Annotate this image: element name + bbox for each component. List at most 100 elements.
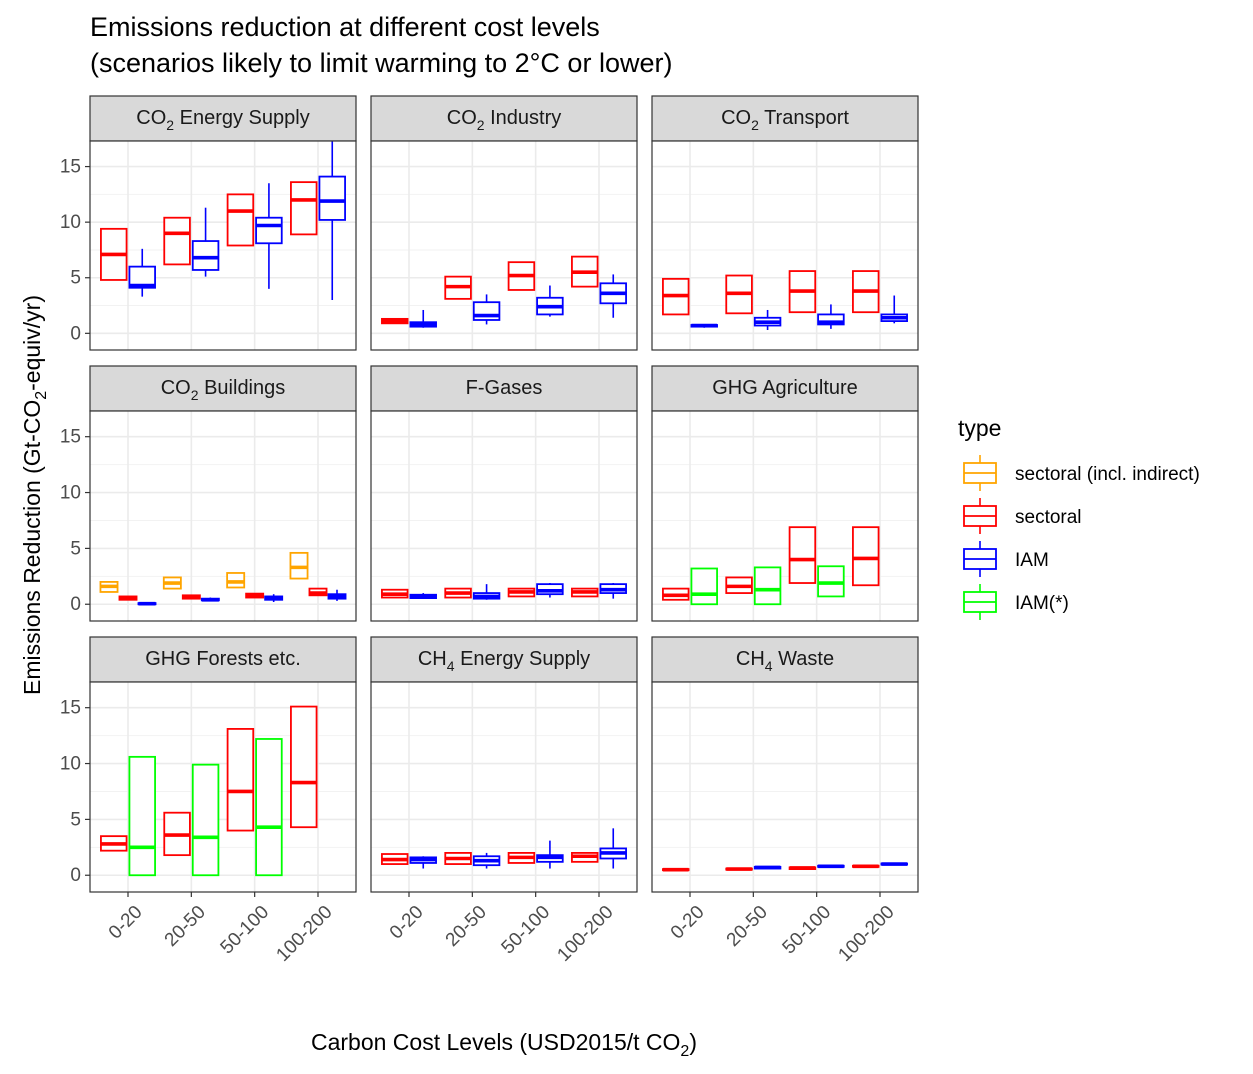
panel-background [371, 411, 637, 621]
facet-panel: GHG Agriculture [651, 365, 919, 622]
box-sectoral_incl [99, 581, 119, 593]
box-sectoral [725, 867, 753, 871]
legend-label: IAM(*) [1015, 593, 1069, 614]
box-IAMstar [128, 755, 156, 877]
panel-border [89, 681, 357, 893]
box-sectoral [571, 852, 599, 863]
box-IAM [472, 852, 501, 869]
box-IAMstar [255, 738, 283, 877]
facet-strip [89, 95, 357, 142]
box-body [191, 240, 220, 271]
facet-strip [370, 636, 638, 683]
box-IAM [536, 285, 564, 317]
x-axis-title-sub: 2 [680, 1043, 689, 1060]
facet-strip-label: CH4 Energy Supply [418, 648, 590, 674]
box-sectoral [725, 576, 753, 594]
box-body [753, 566, 782, 606]
box-sectoral [507, 852, 536, 864]
panel-border [651, 410, 919, 622]
box-sectoral [118, 595, 138, 601]
y-tick-label: 15 [60, 427, 81, 448]
panel-background [652, 141, 918, 350]
x-tick-label: 20-50 [723, 902, 772, 951]
y-tick-label: 10 [60, 483, 81, 504]
box-sectoral [181, 594, 201, 600]
box-body [226, 193, 255, 247]
y-axis-title-tail: -equiv/yr) [19, 295, 45, 391]
y-tick-label: 10 [60, 212, 81, 233]
box-IAM [599, 828, 627, 869]
facet-strip-label: CO2 Industry [447, 107, 562, 133]
facet-strip [89, 636, 357, 683]
facet-panel: CO2 Transport [651, 95, 919, 351]
facet-panel: F-Gases [370, 365, 638, 622]
panel-border [370, 681, 638, 893]
x-tick-label: 50-100 [498, 902, 555, 959]
facet-panel: CH4 Energy Supply 0-20 20-50 50-100 100-200 [370, 636, 638, 966]
box-IAM [472, 584, 501, 600]
x-tick-label: 100-200 [272, 902, 336, 966]
box-IAM [200, 597, 220, 602]
box-IAM [318, 141, 346, 300]
chart-title-line-1: Emissions reduction at different cost le… [90, 12, 600, 42]
panel-background [90, 141, 356, 350]
box-IAM [817, 304, 845, 329]
facet-panel: CO2 Industry [370, 95, 638, 351]
legend-title: type [958, 415, 1001, 441]
y-tick-label: 15 [60, 157, 81, 178]
panel-background [90, 411, 356, 621]
y-tick-label: 0 [70, 594, 81, 615]
box-body [817, 313, 845, 326]
facet-panel: CH4 Waste 0-20 20-50 50-100 100-200 [651, 636, 919, 966]
box-sectoral [852, 270, 880, 314]
y-tick-label: 10 [60, 754, 81, 775]
box-IAM [191, 207, 220, 277]
box-IAM [817, 864, 845, 869]
box-IAM [753, 309, 782, 330]
box-sectoral_incl [289, 551, 309, 580]
box-sectoral [788, 270, 817, 314]
box-body [128, 755, 156, 877]
legend-entry: sectoral (incl. indirect) [963, 455, 1200, 491]
box-sectoral_incl [226, 572, 246, 589]
facet-strip-label: GHG Forests etc. [145, 648, 301, 670]
box-sectoral [245, 592, 265, 599]
y-tick-label: 5 [70, 538, 81, 559]
facet-panel: GHG Forests etc. 0 5 10 15 0-20 20-50 50-100 100… [60, 636, 357, 966]
box-body [852, 526, 880, 587]
box-sectoral [381, 853, 409, 865]
box-IAM [409, 856, 437, 869]
box-sectoral_incl [162, 576, 182, 590]
box-IAM [599, 583, 627, 599]
facet-strip-label: F-Gases [466, 377, 543, 399]
facet-strip [651, 95, 919, 142]
box-sectoral [852, 864, 880, 869]
box-IAM [409, 593, 437, 600]
facet-panels: CO2 Energy Supply 0 5 10 15 CO2 Industry CO2 T… [60, 95, 919, 966]
legend-entry: IAM(*) [963, 584, 1069, 620]
box-sectoral [662, 277, 690, 316]
box-body [255, 216, 283, 245]
x-tick-label: 100-200 [553, 902, 617, 966]
legend-label: IAM [1015, 550, 1049, 571]
panel-background [371, 141, 637, 350]
y-tick-label: 0 [70, 865, 81, 886]
box-sectoral [788, 866, 817, 871]
box-body [255, 738, 283, 877]
box-body [788, 526, 817, 584]
box-body [690, 567, 718, 606]
x-tick-label: 0-20 [667, 902, 709, 944]
legend-label: sectoral [1015, 507, 1082, 528]
box-IAM [536, 583, 564, 598]
box-sectoral [571, 587, 599, 598]
box-sectoral [725, 274, 753, 315]
box-sectoral [852, 526, 880, 587]
y-tick-label: 15 [60, 698, 81, 719]
box-IAM [128, 248, 156, 297]
box-sectoral [290, 181, 318, 236]
box-IAM [599, 274, 627, 318]
legend-label: sectoral (incl. indirect) [1015, 464, 1200, 485]
box-sectoral [444, 275, 472, 300]
box-sectoral [163, 811, 191, 857]
box-IAM [536, 840, 564, 869]
